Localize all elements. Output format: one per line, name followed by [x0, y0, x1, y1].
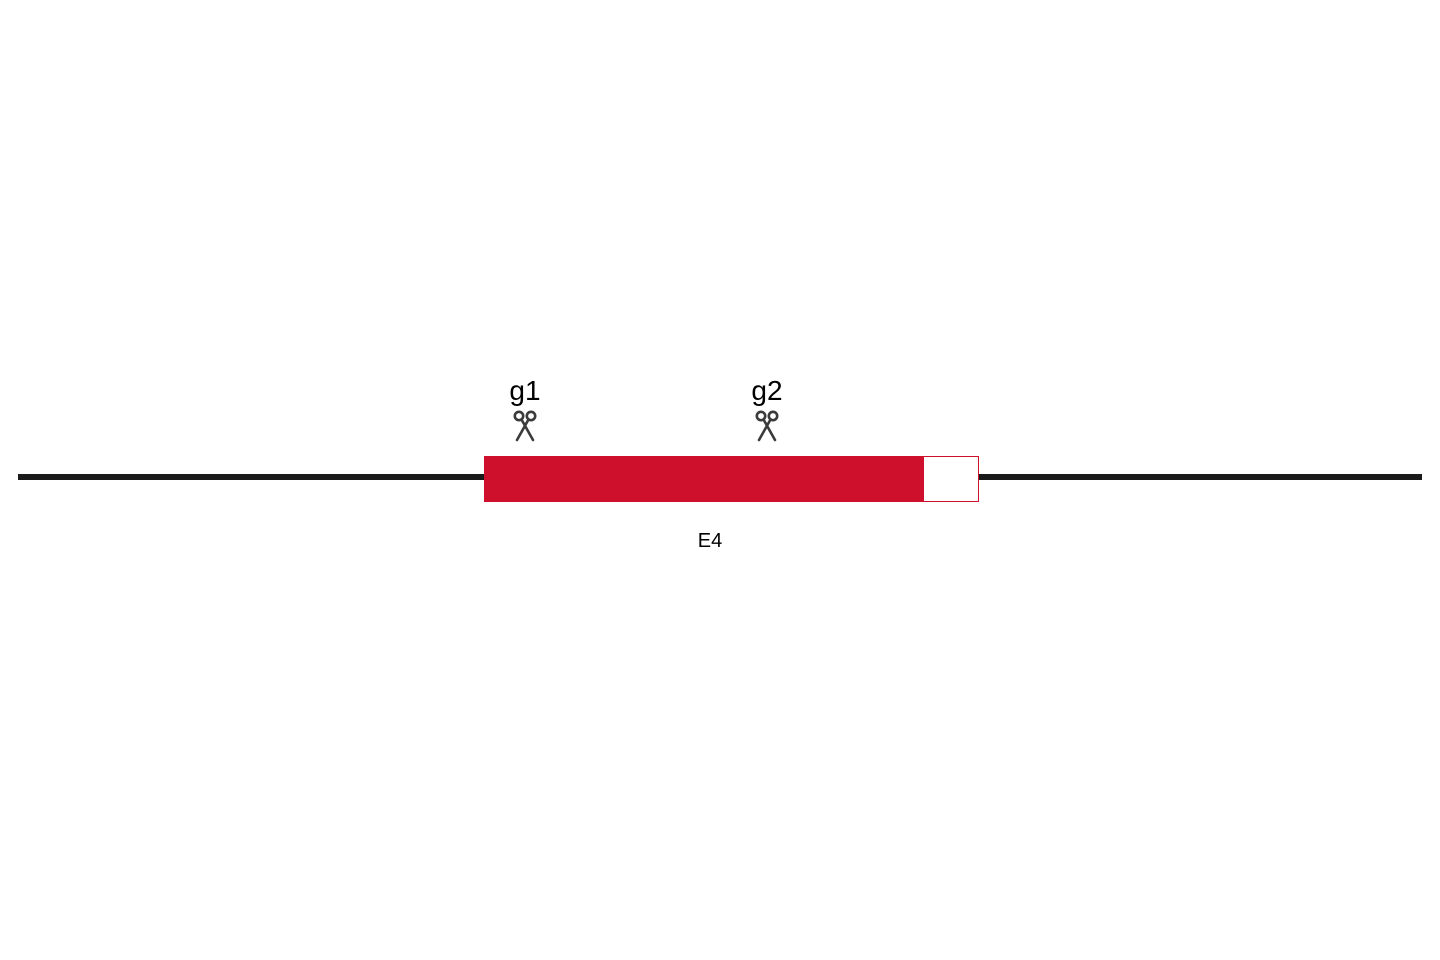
scissors-icon	[751, 410, 783, 447]
cut-site-g2-label: g2	[751, 375, 782, 407]
cut-site-g1-label: g1	[509, 375, 540, 407]
exon-box-filled	[484, 456, 924, 502]
gene-diagram-canvas: E4 g1 g2	[0, 0, 1440, 960]
scissors-icon	[509, 410, 541, 447]
exon-label: E4	[698, 530, 722, 553]
